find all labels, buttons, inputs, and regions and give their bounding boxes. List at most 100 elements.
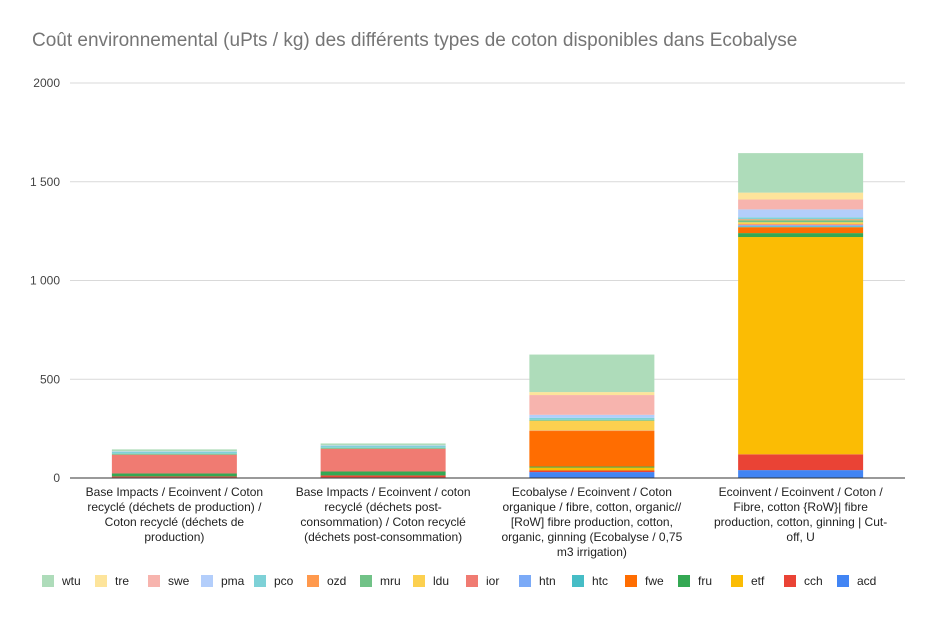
bar-segment-etf [529,467,655,471]
x-category-label-line: m3 irrigation) [557,545,627,559]
legend-item-etf: etf [731,574,765,588]
legend-label-acd: acd [857,574,876,588]
x-category-label-line: (déchets post-consommation) [304,530,462,544]
legend-item-ldu: ldu [413,574,449,588]
x-category-label: Base Impacts / Ecoinvent / Coton recyclé … [86,485,263,544]
legend-label-fru: fru [698,574,712,588]
bar-segment-wtu [529,354,655,393]
bar-segment-acd [529,472,655,478]
bar-segment-htc [738,226,864,228]
legend-swatch-mru [360,575,372,587]
x-category-label-line: Base Impacts / Ecoinvent / coton [296,485,471,499]
bar-segment-wtu [738,153,864,193]
bar-segment-ldu [738,222,864,225]
legend-label-ozd: ozd [327,574,346,588]
bar-segment-pma [320,445,446,446]
chart-title: Coût environnemental (uPts / kg) des dif… [32,30,798,51]
axes: 0 500 1 000 1 500 2000 Base Impacts / Ecoinve… [30,76,905,559]
bar-segment-ior [111,454,237,474]
x-category-label-line: organic, ginning (Ecobalyse / 0,75 [501,530,682,544]
x-category-label-line: Base Impacts / Ecoinvent / Coton [86,485,263,499]
bar-segment-mru [111,453,237,455]
x-category-label-line: [RoW] fibre production, cotton, [511,515,673,529]
bar-segment-ior [738,224,864,226]
bar-segment-pco [529,417,655,420]
y-tick-label: 2000 [33,76,60,90]
bar-segment-fwe [529,430,655,467]
legend-label-etf: etf [751,574,765,588]
legend-swatch-swe [148,575,160,587]
legend-swatch-ior [466,575,478,587]
bar-segment-cch [738,454,864,471]
legend-label-cch: cch [804,574,823,588]
legend-swatch-wtu [42,575,54,587]
bar-segment-fwe [738,227,864,234]
x-category-label-line: production) [144,530,204,544]
x-category-label-line: organique / fibre, cotton, organic// [502,500,681,514]
legend-label-wtu: wtu [61,574,81,588]
legend-item-swe: swe [148,574,190,588]
bar-segment-acd [738,470,864,478]
legend-label-ldu: ldu [433,574,449,588]
legend: wtu tre swe pma pco ozd mru ldu ior htn htc fwe fru e… [42,574,876,588]
bar-segment-wtu [320,443,446,446]
bar-segment-fru [320,471,446,476]
bar-segment-ldu [529,420,655,431]
bar-segment-htn [738,225,864,227]
legend-item-mru: mru [360,574,401,588]
legend-swatch-pco [254,575,266,587]
legend-label-fwe: fwe [645,574,664,588]
legend-label-pma: pma [221,574,245,588]
legend-item-fru: fru [678,574,712,588]
legend-swatch-htn [519,575,531,587]
bar-segment-etf [738,237,864,455]
legend-item-ior: ior [466,574,499,588]
legend-swatch-acd [837,575,849,587]
bar-segment-tre [529,392,655,396]
bar-segment-pma [111,451,237,452]
bar-segment-pma [738,209,864,218]
legend-swatch-tre [95,575,107,587]
bar-segment-wtu [111,449,237,452]
legend-swatch-cch [784,575,796,587]
x-category-label-line: consommation) / Coton recyclé [300,515,466,529]
legend-item-acd: acd [837,574,876,588]
y-tick-label: 1 000 [30,274,60,288]
bar-segment-mru [320,447,446,449]
legend-swatch-pma [201,575,213,587]
legend-swatch-etf [731,575,743,587]
x-category-label-line: off, U [786,530,814,544]
legend-label-mru: mru [380,574,401,588]
bar-segment-fru [111,473,237,477]
legend-item-cch: cch [784,574,823,588]
x-category-label-line: Ecoinvent / Ecoinvent / Coton / [719,485,884,499]
bar-segment-pma [529,414,655,418]
legend-item-htn: htn [519,574,556,588]
bar-segment-cch [320,475,446,478]
bar-segment-fru [738,233,864,238]
bar-segment-pco [738,217,864,220]
legend-label-htn: htn [539,574,556,588]
legend-item-pco: pco [254,574,294,588]
x-category-label: Base Impacts / Ecoinvent / coton recyclé … [296,485,471,544]
legend-swatch-htc [572,575,584,587]
legend-item-htc: htc [572,574,608,588]
x-category-label-line: production, cotton, ginning | Cut- [714,515,887,529]
legend-label-ior: ior [486,574,499,588]
legend-swatch-ozd [307,575,319,587]
bars [111,153,864,478]
bar-segment-mru [529,419,655,421]
bar-segment-pco [111,451,237,454]
bar-segment-fru [529,466,655,468]
bar-segment-cch [111,476,237,478]
x-category-label-line: recyclé (déchets post- [324,500,441,514]
bar-segment-swe [529,395,655,415]
legend-label-pco: pco [274,574,294,588]
legend-item-tre: tre [95,574,129,588]
legend-label-tre: tre [115,574,129,588]
legend-item-fwe: fwe [625,574,664,588]
legend-item-pma: pma [201,574,245,588]
legend-swatch-fwe [625,575,637,587]
